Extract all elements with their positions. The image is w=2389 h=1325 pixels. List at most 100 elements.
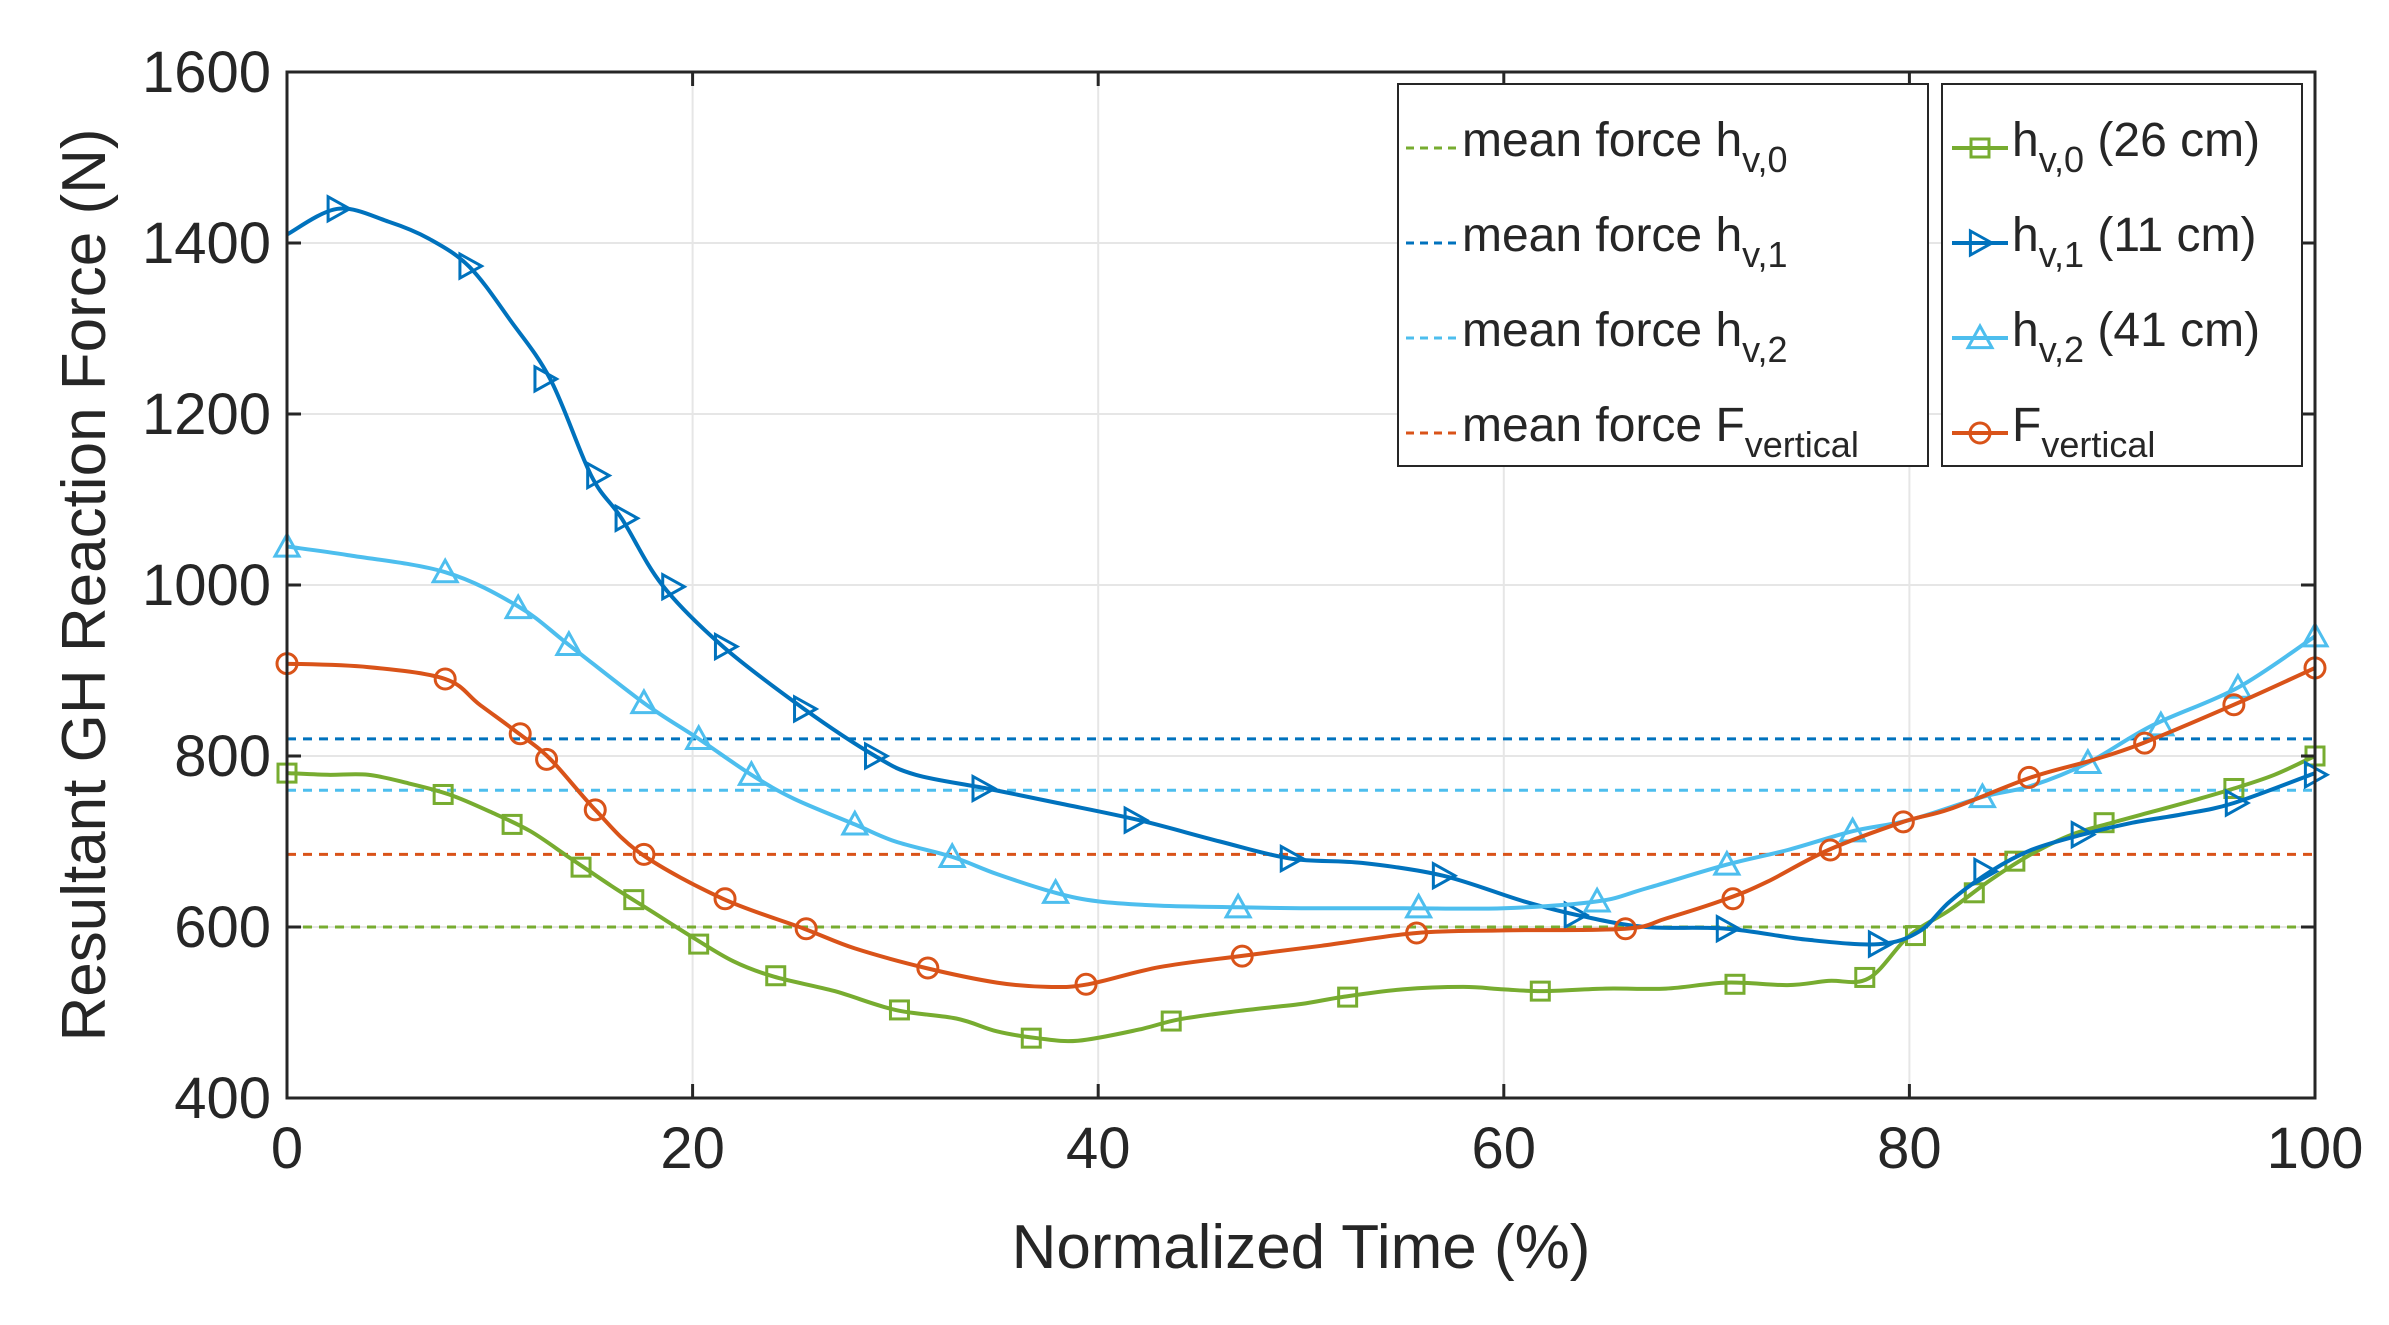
data-point-0-14 — [1904, 925, 1926, 947]
data-point-2-10 — [1223, 892, 1253, 919]
data-point-0-2 — [501, 813, 523, 835]
legend-series-label-2: hv,2 (41 cm) — [2012, 304, 2260, 370]
data-point-0-3 — [570, 856, 592, 878]
data-point-0-9 — [1160, 1010, 1182, 1032]
data-point-2-13 — [1712, 849, 1742, 876]
data-point-3-1 — [433, 667, 457, 691]
mean-lines — [287, 737, 2315, 929]
x-tick-label: 20 — [660, 1116, 725, 1181]
series — [272, 194, 2331, 1049]
data-point-3-7 — [794, 917, 818, 941]
data-point-1-9 — [971, 773, 998, 804]
data-point-2-1 — [430, 557, 460, 584]
data-point-3-4 — [583, 798, 607, 822]
data-point-2-3 — [554, 629, 584, 656]
data-point-3-14 — [1818, 838, 1842, 862]
legend-series-label-0: hv,0 (26 cm) — [2012, 114, 2260, 180]
legend-series-label-1: hv,1 (11 cm) — [2012, 209, 2257, 275]
data-point-1-1 — [458, 251, 485, 281]
series-line-1 — [286, 206, 2316, 947]
legend-mean-label-0: mean force hv,0 — [1462, 114, 1788, 180]
data-point-2-7 — [840, 809, 870, 836]
y-tick-label: 800 — [174, 724, 271, 789]
data-point-2-8 — [937, 841, 967, 868]
y-tick-label: 1200 — [142, 382, 271, 447]
data-point-1-3 — [586, 461, 613, 491]
data-point-3-15 — [1891, 810, 1915, 834]
legend-series-marker-3 — [1968, 421, 1992, 445]
legend-series: hv,0 (26 cm) hv,1 (11 cm) hv,2 (41 cm) Fver… — [1941, 83, 2303, 467]
data-point-2-6 — [736, 759, 766, 786]
data-point-3-11 — [1405, 921, 1429, 945]
data-point-1-4 — [614, 503, 641, 533]
y-tick-label: 1000 — [142, 553, 271, 618]
data-point-1-15 — [1867, 929, 1895, 959]
y-tick-label: 400 — [174, 1066, 271, 1131]
series-0 — [276, 745, 2326, 1049]
data-point-3-5 — [632, 842, 656, 866]
x-tick-label: 0 — [271, 1116, 303, 1181]
data-point-0-11 — [1529, 980, 1551, 1002]
data-point-0-4 — [623, 889, 645, 911]
data-point-2-12 — [1582, 886, 1612, 913]
x-tick-label: 60 — [1472, 1116, 1537, 1181]
y-tick-label: 600 — [174, 895, 271, 960]
series-3 — [275, 652, 2327, 996]
data-point-0-13 — [1854, 966, 1876, 988]
data-point-0-6 — [765, 965, 787, 987]
legend-series-marker-2 — [1965, 322, 1995, 350]
data-point-3-18 — [2222, 693, 2246, 717]
data-point-1-11 — [1279, 844, 1306, 874]
legend-mean: mean force hv,0 mean force hv,1 mean force… — [1397, 83, 1929, 467]
y-tick-label: 1400 — [142, 211, 271, 276]
y-axis-title: Resultant GH Reaction Force (N) — [50, 128, 119, 1041]
data-point-3-13 — [1721, 887, 1745, 911]
data-point-1-7 — [793, 694, 820, 724]
data-point-1-14 — [1715, 914, 1742, 944]
data-point-2-11 — [1404, 892, 1434, 919]
data-point-3-12 — [1613, 917, 1637, 941]
x-tick-label: 100 — [2267, 1116, 2364, 1181]
data-point-1-17 — [2070, 820, 2097, 850]
data-point-0-17 — [2093, 812, 2115, 834]
data-point-3-8 — [916, 956, 940, 980]
data-point-3-10 — [1230, 944, 1254, 968]
x-tick-label: 40 — [1066, 1116, 1131, 1181]
data-point-0-1 — [432, 783, 454, 805]
data-point-1-16 — [1973, 856, 2000, 886]
x-tick-label: 80 — [1877, 1116, 1942, 1181]
data-point-2-4 — [629, 687, 659, 715]
data-point-2-9 — [1041, 877, 1071, 904]
series-line-3 — [286, 661, 2316, 990]
data-point-1-0 — [326, 194, 353, 224]
legend-series-marker-1 — [1968, 228, 1996, 258]
legend-mean-label-1: mean force hv,1 — [1462, 209, 1788, 275]
legend-series-label-3: Fvertical — [2012, 399, 2155, 465]
legend-mean-box — [1397, 83, 1929, 467]
data-point-0-18 — [2223, 777, 2245, 799]
data-point-0-10 — [1337, 986, 1359, 1008]
data-point-3-9 — [1074, 972, 1098, 996]
y-tick-label: 1600 — [142, 40, 271, 105]
data-point-1-18 — [2224, 788, 2251, 818]
legend-mean-label-2: mean force hv,2 — [1462, 304, 1788, 370]
series-1 — [286, 194, 2331, 959]
data-point-3-6 — [713, 887, 737, 911]
x-axis-title: Normalized Time (%) — [1012, 1213, 1591, 1282]
data-point-0-12 — [1724, 973, 1746, 995]
data-point-3-16 — [2017, 765, 2041, 789]
data-point-1-5 — [661, 572, 688, 602]
data-point-1-10 — [1123, 805, 1150, 835]
legend-series-marker-0 — [1969, 137, 1991, 159]
series-line-0 — [286, 754, 2316, 1044]
data-point-3-3 — [535, 747, 559, 771]
data-point-1-12 — [1431, 861, 1459, 891]
data-point-0-8 — [1020, 1027, 1042, 1049]
axes: 0 20 40 60 80 100 400 600 800 1000 1200 1400 1600 — [142, 40, 2363, 1181]
data-point-3-2 — [508, 722, 532, 746]
data-point-2-2 — [503, 592, 533, 620]
data-point-1-8 — [864, 741, 891, 771]
data-point-0-7 — [888, 999, 910, 1021]
